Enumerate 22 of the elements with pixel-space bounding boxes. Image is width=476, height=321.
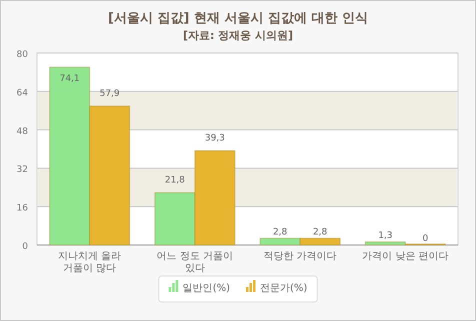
y-tick-label: 0 (22, 242, 28, 252)
chart-title: [서울시 집값] 현재 서울시 집값에 대한 인식 (108, 11, 368, 26)
data-label: 39,3 (204, 134, 225, 144)
x-tick-label: 어느 정도 거품이 있다 (156, 251, 234, 274)
data-label: 57,9 (100, 89, 120, 100)
chart-subtitle: [자료: 정재웅 시의원] (182, 29, 294, 42)
y-tick-label: 16 (16, 204, 28, 214)
data-label: 1,3 (378, 230, 393, 241)
data-label: 0 (422, 234, 429, 244)
legend-label: 일반인(%) (182, 283, 230, 294)
x-tick-label: 지나치게 올라 거품이 많다 (58, 251, 122, 274)
x-tick-label: 가격이 낮은 편이다 (362, 251, 449, 262)
data-label: 2,8 (312, 227, 328, 238)
data-label: 2,8 (272, 227, 288, 238)
legend-label: 전문가(%) (260, 283, 308, 294)
y-tick-label: 80 (16, 50, 28, 60)
data-label: 74,1 (60, 74, 80, 84)
y-tick-label: 64 (16, 88, 28, 98)
y-tick-label: 32 (16, 165, 28, 176)
x-tick-label: 적당한 가격이다 (264, 251, 337, 262)
data-label: 21,8 (164, 176, 186, 186)
y-tick-label: 48 (16, 126, 28, 137)
